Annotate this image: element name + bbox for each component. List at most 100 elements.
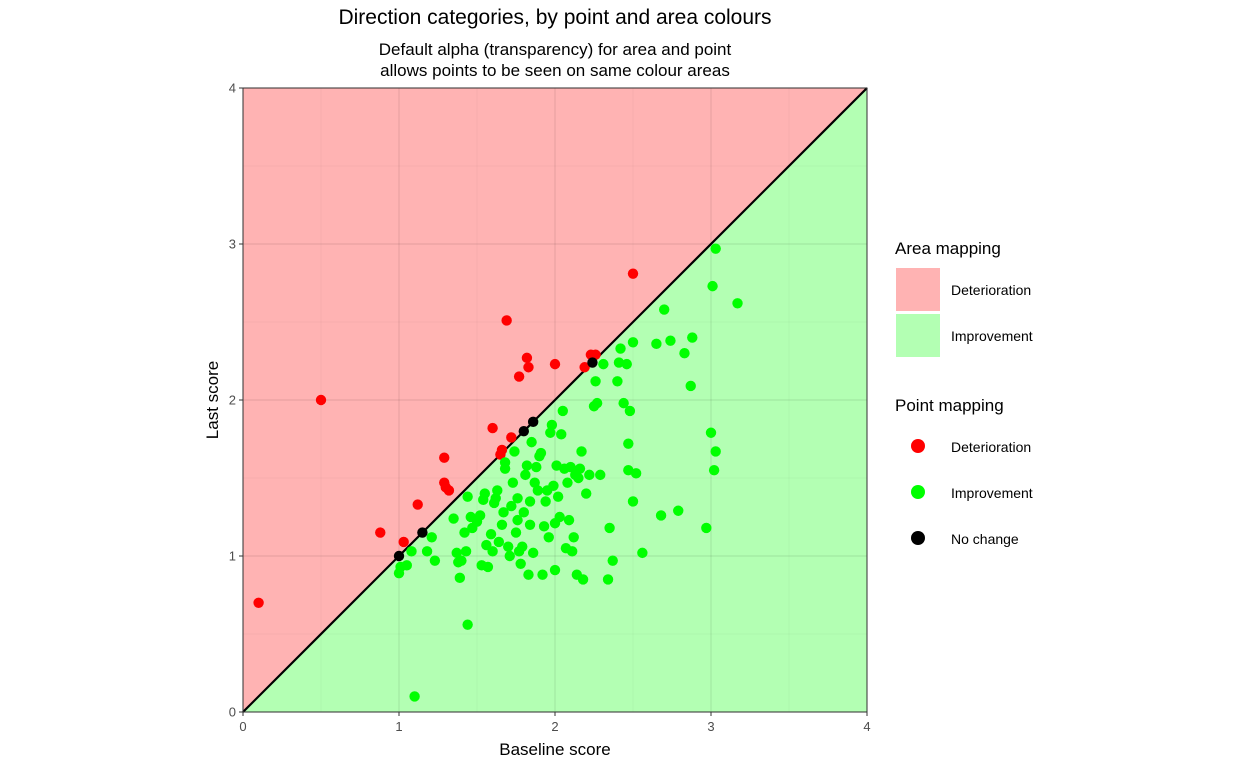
point-improvement — [568, 532, 579, 543]
point-improvement — [591, 397, 603, 409]
point-improvement — [451, 547, 462, 559]
point-improvement — [685, 380, 696, 392]
point-improvement — [565, 461, 576, 473]
point-improvement — [507, 477, 519, 488]
point-improvement — [482, 561, 494, 573]
point-improvement — [595, 469, 606, 481]
point-improvement — [487, 546, 498, 557]
point-improvement — [615, 343, 626, 354]
point-improvement — [651, 338, 662, 350]
x-axis-label: Baseline score — [499, 740, 611, 759]
point-key-improvement — [911, 485, 925, 499]
point-improvement — [710, 243, 721, 254]
point-improvement — [679, 348, 690, 359]
point-improvement — [474, 510, 486, 521]
point-improvement — [659, 304, 670, 315]
point-deterioration — [253, 597, 264, 608]
point-improvement — [707, 280, 718, 292]
point-improvement — [456, 555, 467, 566]
point-improvement — [590, 376, 601, 387]
point-improvement — [630, 468, 642, 479]
reference-line-y-equals-x — [242, 87, 868, 713]
y-tick-label: 3 — [229, 237, 236, 252]
point-improvement — [459, 527, 470, 538]
point-label-deterioration: Deterioration — [951, 439, 1032, 455]
point-improvement — [526, 436, 537, 448]
x-tick-label: 3 — [707, 719, 714, 734]
point-improvement — [527, 547, 539, 559]
point-improvement — [460, 546, 472, 557]
point-deterioration — [549, 358, 561, 370]
point-deterioration — [523, 362, 534, 373]
point-improvement — [503, 541, 514, 552]
point-improvement — [673, 505, 684, 516]
point-improvement — [581, 488, 592, 499]
x-tick-label: 4 — [863, 719, 870, 734]
point-improvement — [562, 477, 573, 488]
point-no-change — [417, 527, 428, 538]
point-improvement — [504, 550, 515, 562]
point-improvement — [524, 496, 536, 507]
point-deterioration — [398, 536, 409, 548]
y-axis-label: Last score — [203, 361, 222, 439]
point-improvement — [637, 547, 648, 559]
point-label-improvement: Improvement — [951, 485, 1033, 501]
point-improvement — [506, 500, 517, 512]
point-improvement — [701, 522, 712, 534]
point-deterioration — [496, 444, 508, 456]
point-improvement — [574, 463, 586, 474]
point-improvement — [566, 546, 578, 557]
point-improvement — [493, 536, 505, 548]
point-improvement — [554, 511, 565, 523]
subtitle-line-2: allows points to be seen on same colour … — [380, 61, 730, 80]
y-tick-label: 4 — [229, 81, 236, 96]
point-improvement — [548, 480, 559, 491]
point-improvement — [613, 357, 625, 368]
point-improvement — [602, 574, 614, 585]
point-legend-title: Point mapping — [895, 396, 1004, 415]
chart-subtitle: Default alpha (transparency) for area an… — [0, 39, 1110, 81]
point-improvement — [518, 507, 529, 518]
point-improvement — [623, 465, 634, 476]
chart-title: Direction categories, by point and area … — [338, 6, 772, 29]
point-improvement — [708, 465, 720, 476]
point-improvement — [618, 397, 629, 409]
point-improvement — [545, 427, 556, 438]
point-deterioration — [315, 394, 327, 406]
point-improvement — [496, 519, 508, 530]
point-improvement — [492, 485, 503, 496]
point-improvement — [552, 491, 564, 502]
point-improvement — [515, 558, 526, 569]
point-improvement — [485, 528, 497, 540]
point-deterioration — [590, 349, 601, 360]
points-layer — [253, 243, 743, 702]
point-improvement — [409, 691, 420, 702]
point-improvement — [535, 447, 547, 459]
point-label-no-change: No change — [951, 531, 1019, 547]
point-improvement — [532, 485, 544, 496]
point-improvement — [523, 569, 534, 580]
point-deterioration — [501, 315, 512, 326]
point-improvement — [540, 496, 551, 507]
point-improvement — [732, 298, 743, 309]
point-no-change — [518, 426, 529, 437]
point-deterioration — [521, 352, 533, 364]
point-improvement — [512, 493, 523, 504]
point-improvement — [531, 461, 542, 473]
point-improvement — [517, 541, 528, 552]
point-improvement — [627, 496, 639, 507]
y-tick-label: 1 — [229, 549, 236, 564]
point-improvement — [479, 488, 490, 499]
point-improvement — [627, 337, 639, 348]
point-improvement — [604, 522, 615, 534]
area-label-deterioration: Deterioration — [951, 282, 1032, 298]
point-improvement — [406, 546, 417, 557]
subtitle-line-1: Default alpha (transparency) for area an… — [378, 40, 732, 59]
point-deterioration — [440, 482, 451, 493]
point-improvement — [623, 438, 634, 449]
point-improvement — [529, 477, 540, 488]
point-deterioration — [506, 432, 517, 443]
point-improvement — [577, 574, 589, 585]
point-improvement — [537, 569, 548, 580]
